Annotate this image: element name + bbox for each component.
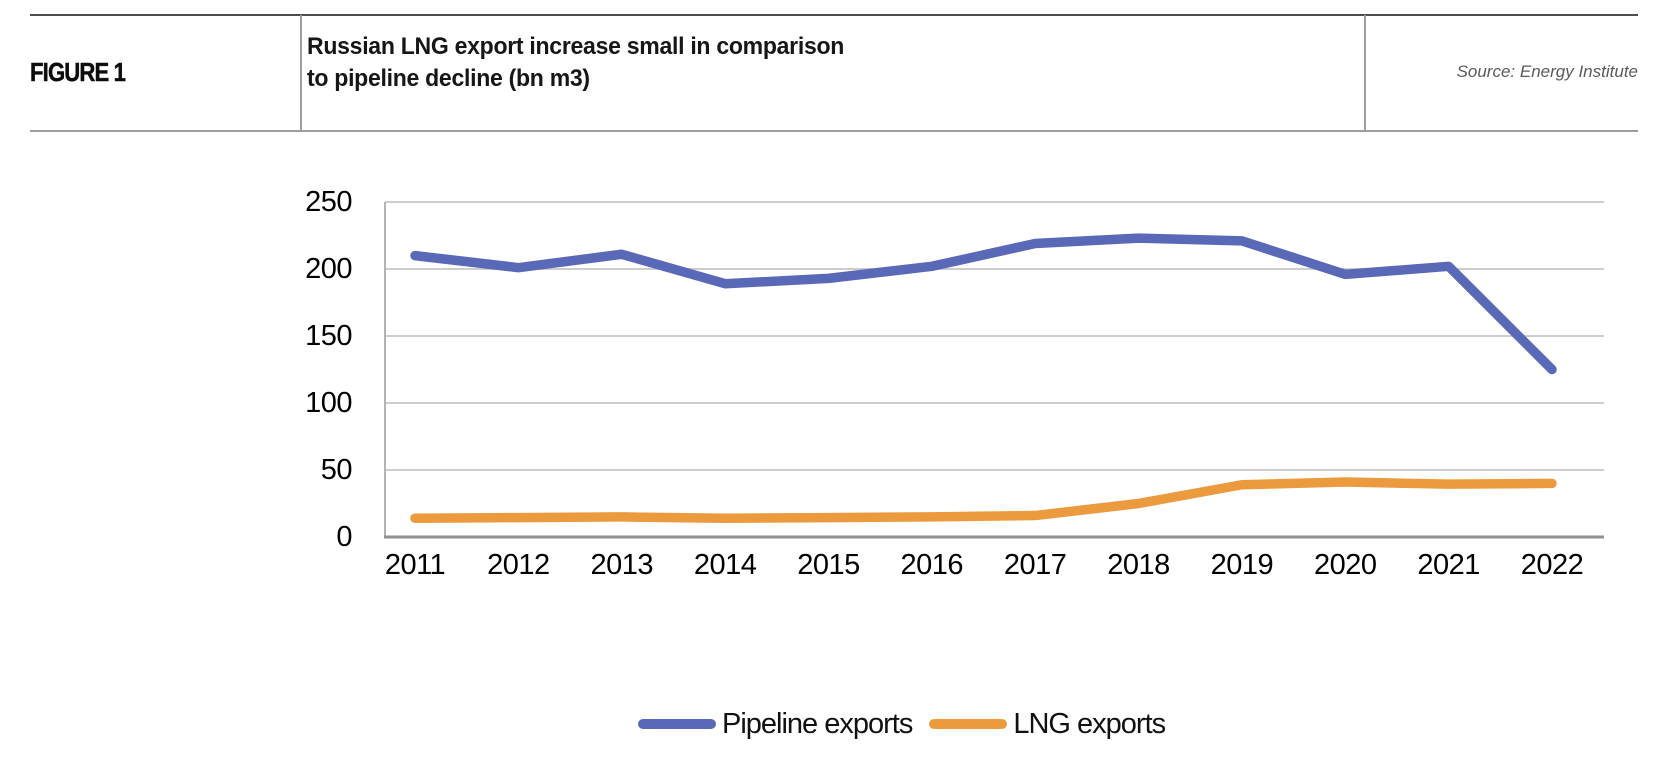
legend-item-pipeline-exports: Pipeline exports [638, 707, 913, 741]
y-tick-label-50: 50 [320, 454, 353, 486]
lng-exports-legend-label: LNG exports [1013, 707, 1166, 740]
legend-item-lng-exports: LNG exports [929, 707, 1166, 741]
x-tick-label-2013: 2013 [590, 549, 653, 581]
chart-legend: Pipeline exports LNG exports [638, 706, 1166, 742]
chart-title-line2: to pipeline decline (bn m3) [307, 65, 590, 92]
x-tick-label-2016: 2016 [900, 549, 964, 581]
header-bottom-rule [30, 130, 1638, 132]
x-tick-label-2018: 2018 [1107, 549, 1170, 581]
y-tick-label-0: 0 [336, 521, 352, 553]
header-divider-right [1364, 15, 1366, 130]
x-tick-label-2011: 2011 [384, 549, 446, 581]
y-tick-label-250: 250 [305, 186, 352, 218]
lng-exports-legend-swatch [929, 719, 1008, 729]
x-tick-label-2021: 2021 [1417, 549, 1480, 581]
lng-exports-line [410, 477, 1557, 523]
x-tick-label-2022: 2022 [1520, 549, 1584, 581]
x-tick-label-2014: 2014 [693, 549, 757, 581]
y-tick-label-200: 200 [305, 253, 352, 285]
header-top-rule [30, 14, 1638, 16]
chart-title-line1: Russian LNG export increase small in com… [307, 33, 845, 60]
chart-title: Russian LNG export increase small in com… [307, 31, 844, 95]
x-tick-label-2020: 2020 [1314, 549, 1377, 581]
pipeline-exports-legend-label: Pipeline exports [722, 707, 913, 740]
x-tick-label-2012: 2012 [487, 549, 550, 581]
x-tick-label-2015: 2015 [797, 549, 860, 581]
y-tick-label-100: 100 [305, 387, 352, 419]
source-attribution: Source: Energy Institute [1456, 62, 1638, 81]
pipeline-exports-line [410, 233, 1557, 375]
x-tick-label-2017: 2017 [1003, 549, 1067, 581]
pipeline-exports-legend-swatch [638, 719, 716, 729]
x-tick-label-2019: 2019 [1210, 549, 1274, 581]
figure-number-label: FIGURE 1 [30, 57, 126, 87]
header-divider-left [300, 15, 302, 130]
y-tick-label-150: 150 [305, 320, 352, 352]
